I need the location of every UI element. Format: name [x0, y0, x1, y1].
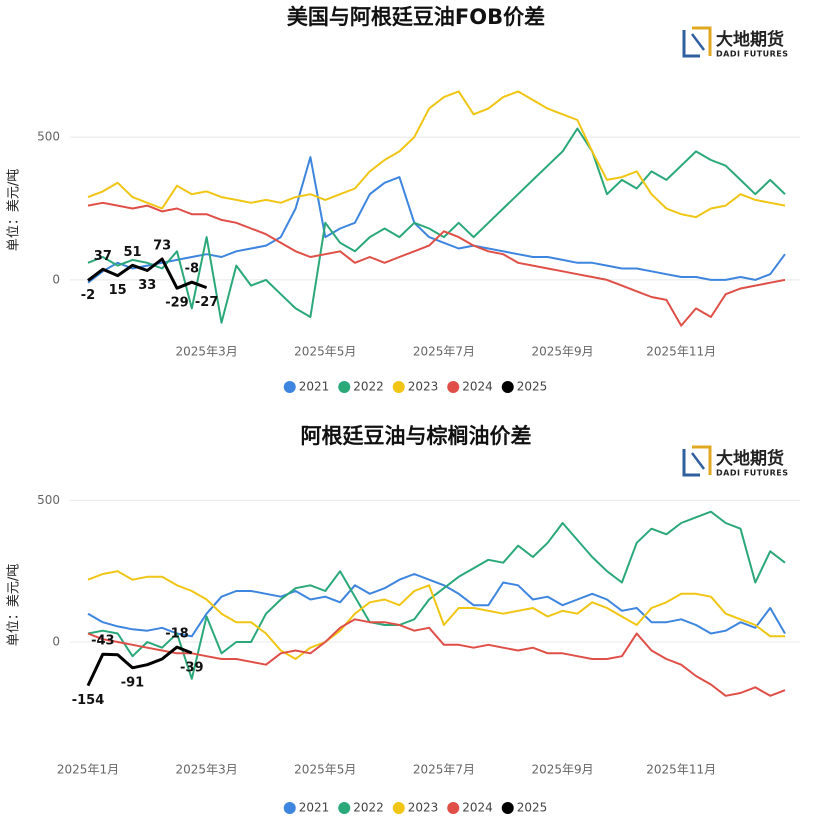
y-axis-label: 单位：美元/吨	[7, 564, 22, 646]
brand-en: DADI FUTURES	[716, 50, 789, 59]
data-label: -154	[72, 693, 105, 708]
data-label: 15	[109, 283, 127, 298]
data-label: -18	[165, 627, 189, 642]
logo-icon	[682, 26, 712, 58]
legend-label: 2022	[353, 380, 384, 394]
series-line	[87, 201, 786, 327]
legend-label: 2021	[299, 380, 330, 394]
series-line	[87, 618, 786, 697]
y-axis-label: 单位：美元/吨	[7, 169, 22, 251]
legend-marker	[338, 802, 351, 814]
logo-icon	[682, 445, 712, 477]
y-tick-label: 500	[37, 493, 60, 507]
data-label: -8	[185, 262, 199, 277]
legend-marker	[392, 381, 405, 393]
series-line	[87, 156, 786, 284]
x-tick-label: 2025年11月	[646, 345, 716, 359]
y-tick-label: 0	[52, 635, 60, 649]
data-label: 33	[138, 278, 156, 293]
chart-title: 阿根廷豆油与棕榈油价差	[301, 424, 532, 448]
legend-label: 2025	[517, 801, 548, 815]
x-tick-label: 2025年11月	[646, 763, 716, 777]
legend-marker	[283, 381, 296, 393]
data-label: -2	[81, 288, 95, 303]
x-tick-label: 2025年5月	[294, 345, 356, 359]
data-label: -39	[180, 661, 204, 676]
data-label: -43	[91, 634, 115, 649]
series-line	[87, 127, 786, 324]
legend-marker	[447, 381, 460, 393]
y-tick-label: 500	[37, 130, 60, 144]
legend-marker	[283, 802, 296, 814]
x-tick-label: 2025年9月	[531, 763, 593, 777]
legend-label: 2025	[517, 380, 548, 394]
legend-marker	[501, 802, 514, 814]
legend-marker	[447, 802, 460, 814]
data-label: 51	[123, 245, 141, 260]
brand-en: DADI FUTURES	[716, 469, 789, 478]
legend-label: 2023	[408, 801, 439, 815]
x-tick-label: 2025年1月	[57, 763, 119, 777]
data-label: 37	[94, 249, 112, 264]
series-line	[87, 510, 786, 680]
data-label: -27	[195, 295, 219, 310]
legend-marker	[338, 381, 351, 393]
x-tick-label: 2025年5月	[294, 763, 356, 777]
brand: 大地期货	[716, 29, 784, 50]
data-label: -91	[121, 675, 145, 690]
legend-label: 2024	[462, 380, 493, 394]
x-tick-label: 2025年7月	[413, 763, 475, 777]
data-label: -29	[165, 296, 189, 311]
series-line	[86, 645, 193, 687]
x-tick-label: 2025年9月	[531, 345, 593, 359]
legend-label: 2021	[299, 801, 330, 815]
legend-marker	[501, 381, 514, 393]
series-line	[87, 257, 208, 290]
brand: 大地期货	[716, 448, 784, 469]
legend-label: 2023	[408, 380, 439, 394]
legend-label: 2024	[462, 801, 493, 815]
y-tick-label: 0	[52, 272, 60, 286]
legend-label: 2022	[353, 801, 384, 815]
series-line	[87, 90, 786, 219]
series-line	[87, 570, 785, 660]
x-tick-label: 2025年3月	[176, 763, 238, 777]
series-line	[87, 573, 786, 638]
x-tick-label: 2025年7月	[413, 345, 475, 359]
data-label: 73	[153, 239, 171, 254]
legend-marker	[392, 802, 405, 814]
chart-title: 美国与阿根廷豆油FOB价差	[287, 5, 545, 29]
x-tick-label: 2025年3月	[176, 345, 238, 359]
